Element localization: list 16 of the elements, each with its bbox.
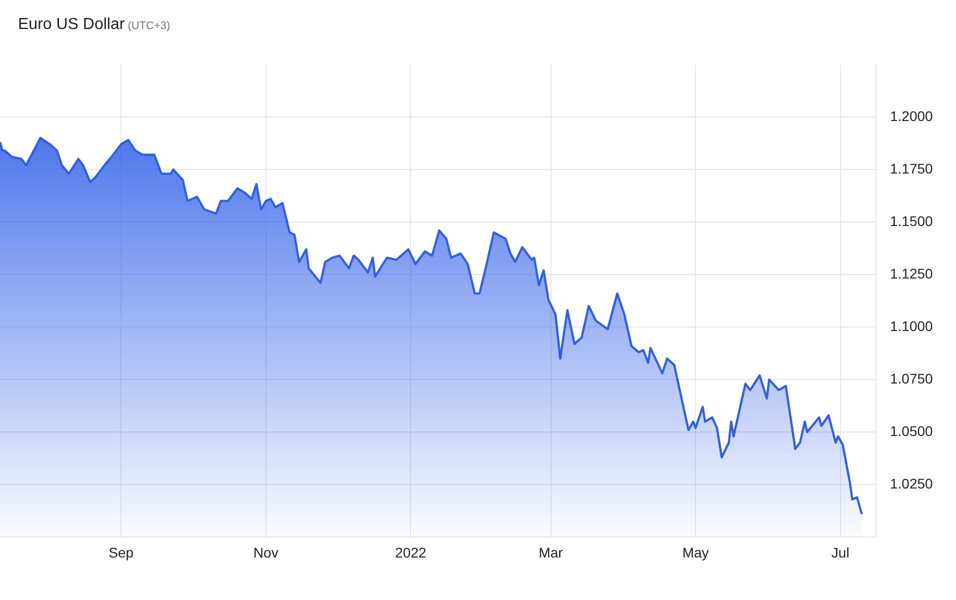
- y-tick-label: 1.0750: [890, 370, 934, 386]
- x-tick-label: Mar: [538, 544, 564, 560]
- y-tick-label: 1.2000: [890, 108, 934, 124]
- y-tick-label: 1.1000: [890, 318, 934, 334]
- y-tick-label: 1.1750: [890, 160, 934, 176]
- y-tick-label: 1.0250: [890, 476, 934, 492]
- x-tick-label: Sep: [108, 544, 134, 560]
- x-tick-label: Nov: [253, 544, 278, 560]
- y-tick-label: 1.1500: [890, 212, 934, 229]
- x-tick-label: Jul: [831, 544, 850, 560]
- chart-subtitle: (UTC+3): [128, 20, 170, 32]
- chart-title: Euro US Dollar: [18, 16, 125, 33]
- y-tick-label: 1.0500: [890, 422, 934, 439]
- y-tick-label: 1.1250: [890, 265, 934, 282]
- x-tick-label: May: [682, 544, 709, 560]
- x-tick-label: 2022: [395, 544, 426, 560]
